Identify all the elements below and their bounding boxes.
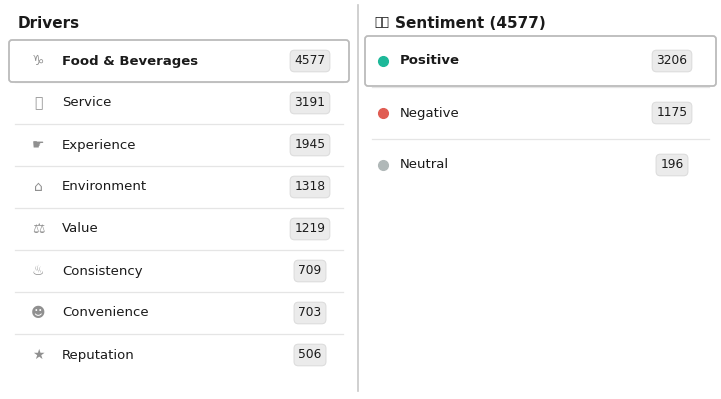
- Text: ⚖: ⚖: [32, 222, 44, 236]
- Text: ⧖: ⧖: [34, 96, 43, 110]
- Text: Negative: Negative: [400, 107, 460, 119]
- Text: ⧉⧉: ⧉⧉: [374, 16, 389, 30]
- Text: Consistency: Consistency: [62, 265, 143, 277]
- Text: Value: Value: [62, 223, 99, 235]
- Text: 196: 196: [660, 158, 684, 172]
- Text: ♨: ♨: [32, 264, 44, 278]
- Text: 1175: 1175: [656, 107, 688, 119]
- Text: Environment: Environment: [62, 180, 147, 194]
- Text: ★: ★: [32, 348, 44, 362]
- Text: Positive: Positive: [400, 55, 460, 67]
- Text: ⌂: ⌂: [34, 180, 43, 194]
- Text: 1219: 1219: [294, 223, 325, 235]
- Text: Food & Beverages: Food & Beverages: [62, 55, 198, 67]
- Text: Neutral: Neutral: [400, 158, 449, 172]
- Text: Sentiment (4577): Sentiment (4577): [395, 16, 546, 30]
- Text: 4577: 4577: [294, 55, 326, 67]
- Text: 3191: 3191: [294, 97, 325, 109]
- Text: 506: 506: [298, 348, 322, 361]
- Text: Convenience: Convenience: [62, 306, 149, 320]
- FancyBboxPatch shape: [365, 36, 716, 86]
- Text: 703: 703: [298, 306, 322, 320]
- Text: 1318: 1318: [294, 180, 326, 194]
- Text: Drivers: Drivers: [18, 16, 80, 30]
- Text: 3206: 3206: [657, 55, 688, 67]
- Text: ♑: ♑: [32, 54, 44, 68]
- Text: 709: 709: [298, 265, 322, 277]
- Text: Reputation: Reputation: [62, 348, 135, 361]
- FancyBboxPatch shape: [9, 40, 349, 82]
- Text: ☻: ☻: [31, 306, 45, 320]
- Text: 1945: 1945: [294, 138, 326, 152]
- Text: Service: Service: [62, 97, 111, 109]
- Text: Experience: Experience: [62, 138, 136, 152]
- Text: ☛: ☛: [32, 138, 44, 152]
